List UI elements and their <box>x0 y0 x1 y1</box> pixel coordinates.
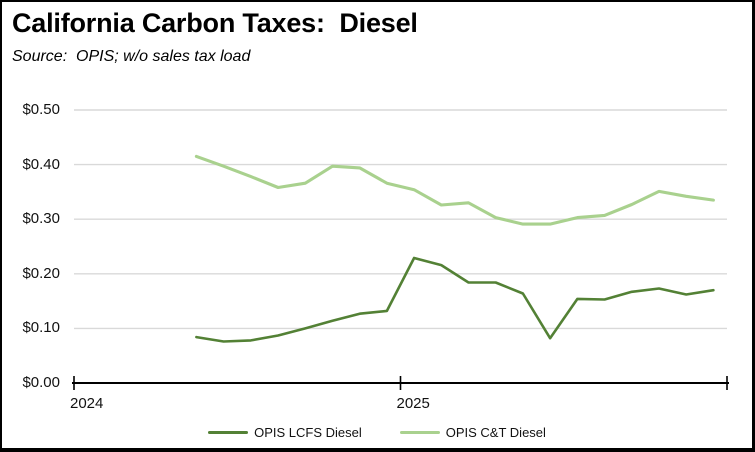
x-tick-label: 2024 <box>70 395 104 412</box>
series-line-ct <box>194 154 715 226</box>
y-tick-label: $0.10 <box>22 319 60 337</box>
y-tick-label: $0.30 <box>22 210 60 228</box>
legend-swatch-ct <box>399 431 440 434</box>
legend-item-ct: OPIS C&T Diesel <box>399 425 546 440</box>
y-tick-label: $0.50 <box>22 101 60 118</box>
chart-source-note: Source: OPIS; w/o sales tax load <box>12 48 251 65</box>
x-tick-label: 2025 <box>396 395 430 412</box>
legend-label-ct: OPIS C&T Diesel <box>445 425 546 440</box>
series-line-lcfs <box>195 256 715 343</box>
y-tick-label: $0.00 <box>22 374 60 391</box>
chart-legend: OPIS LCFS Diesel OPIS C&T Diesel <box>2 425 752 440</box>
y-tick-label: $0.20 <box>22 264 60 282</box>
chart-title: California Carbon Taxes: Diesel <box>12 8 418 38</box>
y-tick-label: $0.40 <box>22 155 60 173</box>
legend-item-lcfs: OPIS LCFS Diesel <box>208 425 362 440</box>
legend-swatch-lcfs <box>208 431 249 434</box>
legend-label-lcfs: OPIS LCFS Diesel <box>254 425 362 440</box>
